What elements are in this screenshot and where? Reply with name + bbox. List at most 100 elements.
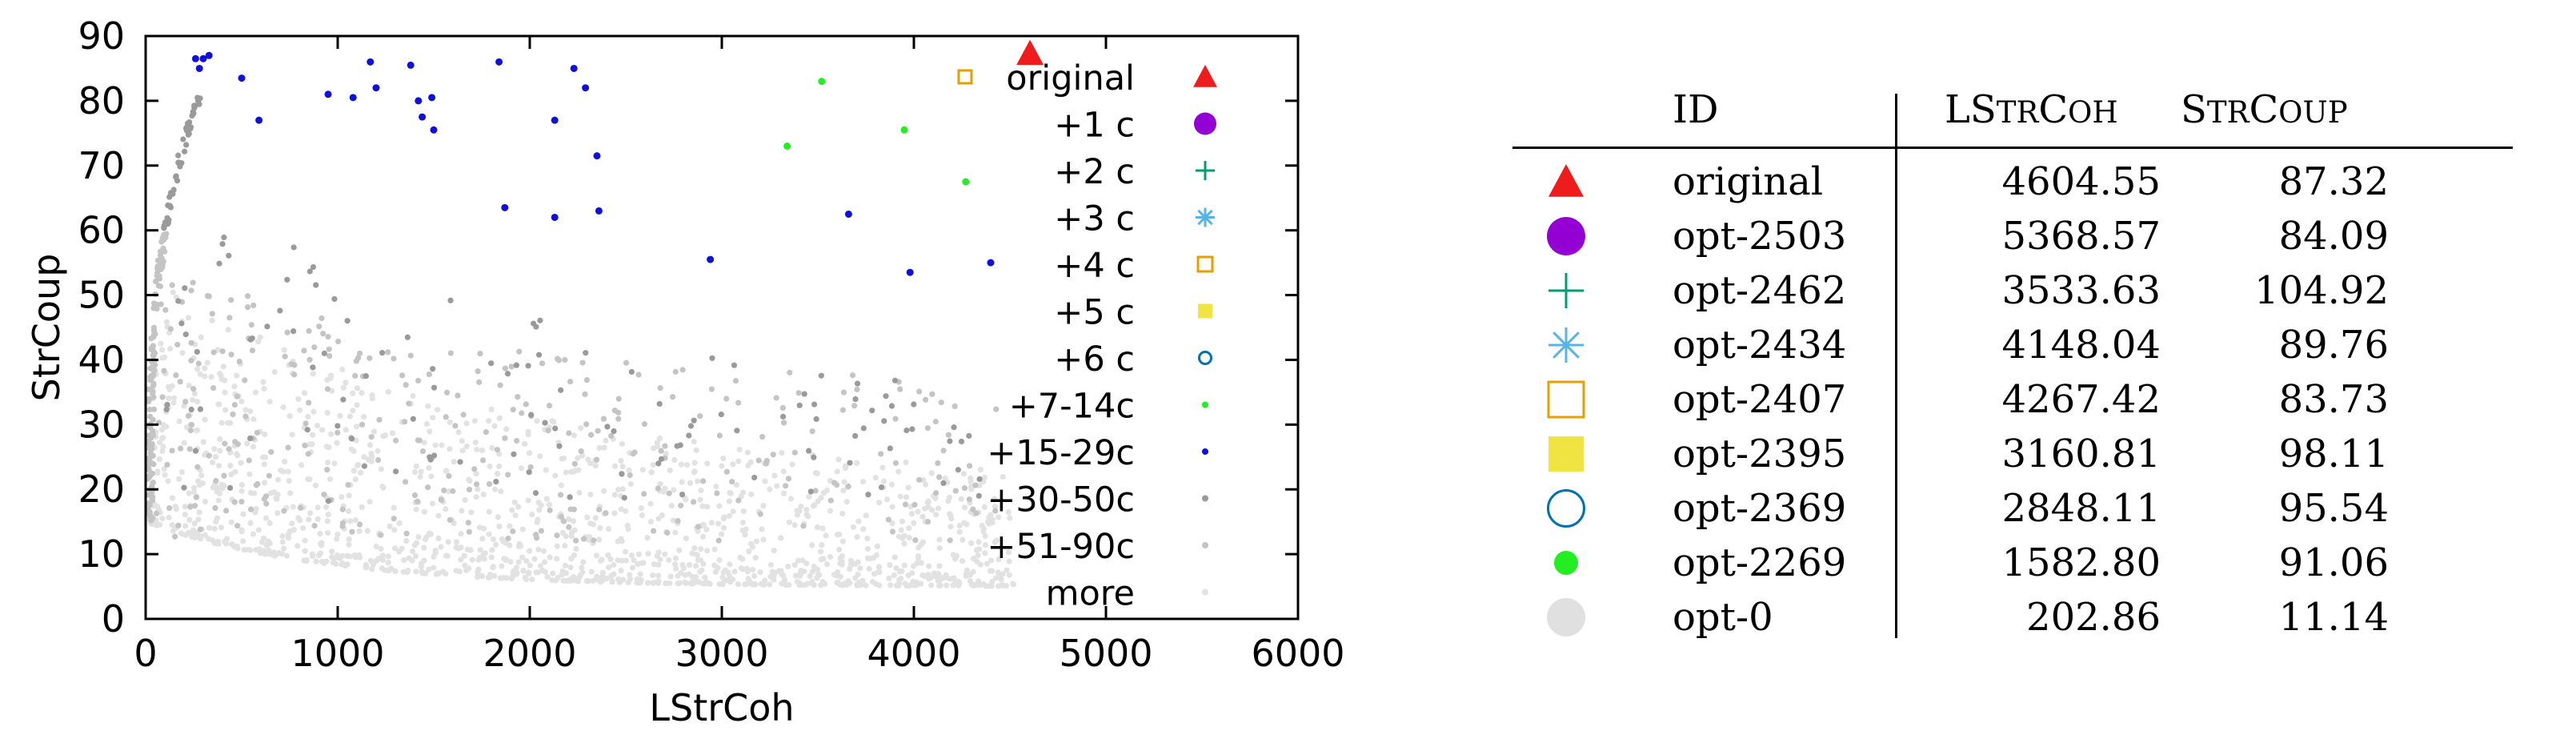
cloud-point (250, 531, 257, 537)
cloud-point (491, 423, 498, 429)
cloud-point (977, 561, 984, 568)
cloud-point (150, 305, 157, 311)
cloud-point (735, 458, 742, 464)
cloud-point (814, 524, 821, 531)
cloud-point (594, 456, 600, 463)
row-lstrcoh: 4267.42 (2001, 377, 2161, 422)
cloud-point (410, 392, 416, 400)
cloud-point (618, 506, 624, 512)
cloud-point (486, 508, 492, 515)
cloud-point (543, 496, 550, 502)
cloud-point (963, 521, 970, 528)
cloud-point (839, 407, 846, 413)
header-strcoup: STRCOUP (2181, 82, 2353, 140)
cloud-point (619, 538, 625, 544)
cloud-point (217, 448, 223, 454)
cloud-point (346, 492, 352, 499)
header-lstrcoh-part: OH (2068, 95, 2118, 130)
cloud-point (923, 481, 929, 488)
cloud-point (751, 474, 758, 481)
y-tick-label: 80 (78, 79, 125, 122)
cloud-point (563, 469, 569, 476)
cloud-point (391, 516, 397, 522)
cloud-point (245, 547, 251, 553)
cloud-point (699, 503, 706, 509)
x-tick-label: 6000 (1251, 632, 1344, 675)
cloud-point (190, 396, 196, 404)
cloud-point (507, 559, 514, 565)
cloud-point (650, 462, 656, 468)
cloud-point (544, 574, 551, 580)
cloud-point (775, 568, 782, 574)
cloud-point (483, 429, 489, 436)
cloud-point (700, 560, 707, 567)
cloud-point (238, 498, 245, 505)
cloud-point (486, 417, 492, 424)
cloud-point (212, 504, 218, 512)
cloud-point (356, 528, 363, 535)
cloud-point (511, 451, 517, 457)
cloud-point (446, 473, 452, 480)
cloud-point (250, 416, 257, 423)
cloud-point (325, 530, 331, 536)
cloud-point (555, 355, 561, 362)
cloud-point (971, 556, 977, 562)
cloud-point (242, 407, 249, 413)
cloud-point (619, 464, 626, 470)
cloud-point (505, 472, 511, 478)
cloud-point (799, 557, 806, 564)
row-marker (1547, 217, 1585, 255)
cloud-point (210, 349, 217, 355)
cloud-point (905, 572, 911, 579)
cloud-point (146, 398, 152, 405)
cloud-point (196, 509, 202, 516)
cloud-point (274, 496, 280, 502)
cloud-point (352, 517, 359, 524)
cloud-point (236, 358, 242, 365)
cloud-point (789, 461, 795, 468)
cloud-point (609, 578, 615, 584)
cloud-point (579, 564, 585, 571)
cloud-point (161, 367, 167, 374)
cloud-point (641, 491, 647, 497)
cloud-point (1007, 515, 1013, 521)
cloud-point (655, 485, 661, 492)
table-row: original 4604.55 87.32 (1512, 155, 2529, 209)
cloud-point (976, 492, 982, 499)
cloud-point (879, 464, 886, 471)
cloud-point (576, 489, 583, 496)
y-tick-label: 90 (78, 14, 125, 58)
cloud-point (744, 449, 751, 456)
cloud-point (418, 468, 424, 475)
cloud-point (638, 505, 644, 512)
cloud-point (290, 504, 296, 510)
cloud-point (164, 401, 170, 408)
cloud-point (942, 475, 948, 482)
cloud-point (244, 303, 251, 311)
cloud-point (487, 463, 493, 470)
cloud-point (261, 496, 267, 502)
cloud-point (720, 524, 727, 532)
cloud-point (852, 560, 859, 567)
cloud-point (202, 532, 208, 538)
cloud-point (925, 504, 931, 511)
cloud-point (294, 543, 301, 549)
cloud-point (435, 535, 442, 541)
cloud-point (264, 323, 270, 330)
cloud-point (258, 539, 266, 545)
cloud-point (197, 533, 204, 540)
cloud-point (192, 448, 199, 454)
cloud-point (495, 514, 501, 520)
cloud-point (306, 516, 312, 523)
cloud-point (246, 457, 252, 464)
axis-ticks: 0 1000 2000 3000 4000 5000 6000 0 10 20 30 40 50 60 70… (78, 14, 1344, 675)
cloud-point (698, 545, 704, 552)
cloud-point (159, 394, 166, 400)
y-tick-label: 40 (78, 338, 125, 381)
cloud-point (878, 451, 884, 457)
cloud-point (763, 457, 770, 464)
cloud-point (379, 483, 386, 490)
cloud-point (791, 449, 798, 456)
cloud-point (222, 377, 228, 384)
cloud-point (174, 178, 181, 184)
